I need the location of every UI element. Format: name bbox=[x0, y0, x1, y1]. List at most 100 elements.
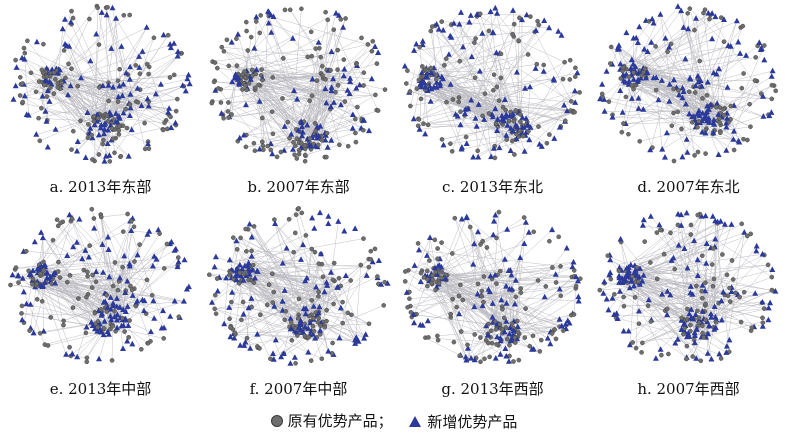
new-product-node bbox=[709, 35, 716, 42]
network-edge bbox=[117, 37, 155, 81]
new-product-node bbox=[489, 300, 496, 306]
new-product-node bbox=[710, 116, 717, 123]
new-product-node bbox=[335, 218, 342, 224]
new-product-node bbox=[450, 20, 457, 26]
existing-product-node bbox=[543, 284, 549, 289]
existing-product-node bbox=[573, 283, 579, 289]
new-product-node bbox=[145, 102, 152, 109]
new-product-node bbox=[235, 31, 241, 37]
new-product-node bbox=[126, 260, 133, 267]
existing-product-node bbox=[229, 112, 234, 117]
new-product-node bbox=[599, 81, 606, 87]
existing-product-node bbox=[122, 329, 127, 334]
new-product-node bbox=[556, 124, 563, 130]
existing-product-node bbox=[117, 123, 122, 129]
network-edge bbox=[629, 223, 718, 264]
existing-product-node bbox=[760, 320, 766, 325]
new-product-node bbox=[312, 143, 319, 149]
new-product-node bbox=[752, 290, 759, 296]
existing-product-node bbox=[414, 86, 420, 91]
existing-product-node bbox=[703, 151, 708, 156]
new-product-node bbox=[245, 259, 252, 266]
new-product-node bbox=[240, 311, 247, 317]
new-product-node bbox=[328, 84, 335, 90]
new-product-node bbox=[293, 328, 300, 335]
new-product-node bbox=[509, 110, 516, 117]
new-product-node bbox=[291, 87, 297, 94]
existing-product-node bbox=[317, 45, 322, 51]
existing-product-node bbox=[475, 281, 481, 287]
network-edge bbox=[246, 70, 323, 91]
existing-product-node bbox=[48, 85, 53, 90]
existing-product-node bbox=[124, 125, 130, 131]
existing-product-node bbox=[482, 356, 487, 362]
network-edge bbox=[470, 226, 498, 279]
existing-product-node bbox=[229, 299, 234, 305]
existing-product-node bbox=[358, 262, 364, 268]
new-product-node bbox=[120, 345, 126, 351]
network-edge bbox=[514, 278, 581, 305]
new-product-node bbox=[680, 88, 687, 94]
network-edge bbox=[441, 277, 557, 340]
new-product-node bbox=[88, 319, 95, 325]
existing-product-node bbox=[492, 155, 498, 161]
new-product-node bbox=[715, 111, 722, 117]
new-product-node bbox=[694, 272, 701, 278]
existing-product-node bbox=[748, 124, 753, 129]
existing-product-node bbox=[256, 82, 261, 87]
network-edge bbox=[211, 273, 254, 303]
existing-product-node bbox=[687, 89, 692, 94]
network-edge bbox=[304, 50, 338, 151]
network-edge bbox=[259, 141, 294, 150]
new-product-node bbox=[488, 153, 495, 160]
network-edge bbox=[333, 29, 360, 86]
new-product-node bbox=[240, 131, 247, 138]
network-graph-f bbox=[207, 206, 391, 366]
existing-product-node bbox=[480, 113, 485, 119]
existing-product-node bbox=[597, 287, 603, 293]
existing-product-node bbox=[167, 75, 173, 80]
existing-product-node bbox=[512, 152, 517, 157]
existing-product-node bbox=[133, 63, 139, 68]
new-product-node bbox=[93, 30, 100, 37]
network-edge bbox=[272, 77, 332, 88]
new-product-node bbox=[623, 29, 630, 36]
new-product-node bbox=[645, 296, 652, 303]
network-edge bbox=[713, 112, 772, 133]
new-product-node bbox=[519, 16, 525, 23]
new-product-node bbox=[283, 245, 290, 251]
existing-product-node bbox=[654, 276, 660, 282]
new-product-node bbox=[600, 290, 607, 296]
new-product-triangle-icon bbox=[409, 415, 422, 427]
network-edge bbox=[125, 83, 190, 110]
new-product-node bbox=[664, 288, 671, 294]
existing-product-node bbox=[621, 303, 627, 309]
new-product-node bbox=[44, 143, 51, 150]
new-product-node bbox=[316, 303, 323, 310]
existing-product-node bbox=[78, 118, 83, 124]
new-product-node bbox=[175, 48, 181, 54]
existing-product-node bbox=[665, 49, 670, 55]
existing-product-node bbox=[75, 83, 80, 89]
network-edge bbox=[693, 240, 716, 303]
new-product-node bbox=[98, 9, 105, 15]
existing-product-node bbox=[695, 308, 700, 314]
network-edge bbox=[44, 328, 104, 345]
network-edge bbox=[322, 276, 325, 326]
network-edge bbox=[223, 267, 230, 325]
network-edge bbox=[616, 317, 690, 337]
network-edge bbox=[270, 337, 308, 359]
new-product-node bbox=[694, 256, 701, 263]
network-edge bbox=[671, 215, 706, 261]
network-edge bbox=[413, 101, 447, 120]
new-product-node bbox=[434, 271, 440, 277]
existing-product-node bbox=[45, 343, 51, 348]
network-edge bbox=[35, 286, 114, 299]
existing-product-node bbox=[671, 86, 676, 92]
existing-product-node bbox=[90, 157, 95, 162]
new-product-node bbox=[693, 325, 700, 332]
new-product-node bbox=[643, 74, 650, 81]
existing-product-node bbox=[293, 360, 298, 366]
existing-product-node bbox=[118, 153, 124, 159]
caption-g: g. 2013年西部 bbox=[441, 380, 544, 398]
